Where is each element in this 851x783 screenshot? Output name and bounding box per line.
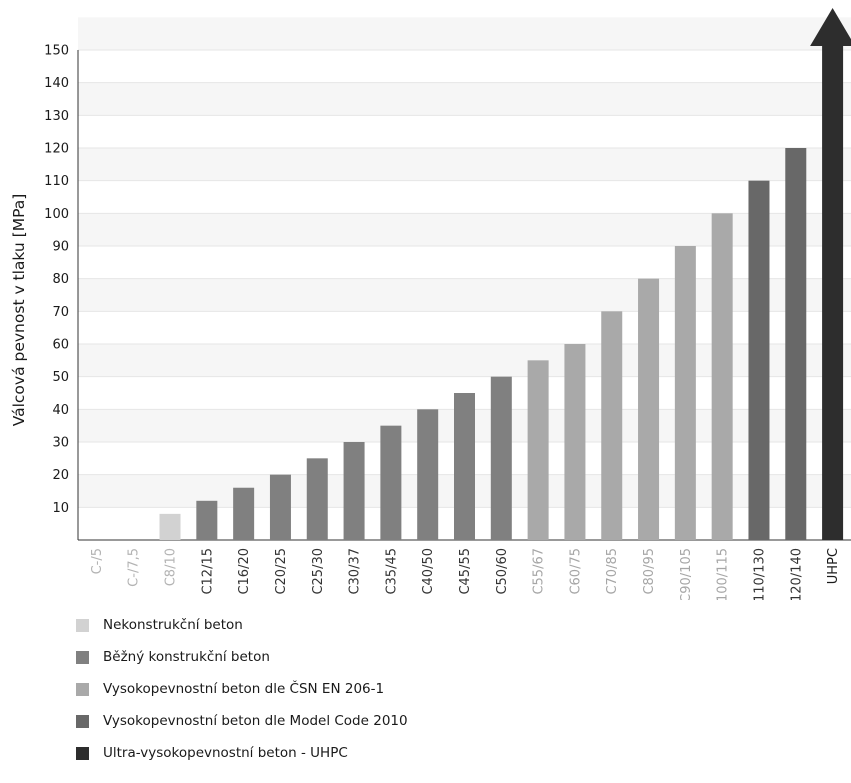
y-axis-title: Válcová pevnost v tlaku [MPa] [10, 194, 28, 427]
bar [711, 213, 733, 541]
grid-band [78, 213, 851, 246]
chart: 10 20 30 40 50 60 70 80 90 100 110 120 130 140 150 Válc… [10, 8, 851, 600]
grid-band [78, 344, 851, 377]
x-tick-label: C110/130 [752, 548, 767, 600]
x-tick-label: C30/37 [348, 548, 363, 595]
legend-item-structural: Běžný konstrukční beton [76, 641, 408, 673]
bar [417, 409, 439, 540]
y-tick-label: 40 [52, 403, 69, 418]
legend-swatch [76, 682, 89, 696]
x-tick-label: C25/30 [311, 548, 326, 595]
y-tick-label: 90 [52, 240, 69, 255]
bar [490, 376, 512, 540]
bar [159, 513, 181, 540]
x-tick-label: C120/140 [789, 548, 804, 600]
x-tick-label: C50/60 [495, 548, 510, 595]
y-tick-label: 50 [52, 370, 69, 385]
y-tick-label: 70 [52, 305, 69, 320]
bar [748, 180, 770, 540]
y-tick-label: 120 [44, 142, 69, 157]
bar [196, 500, 218, 540]
x-tick-label: C45/55 [458, 548, 473, 595]
x-tick-label: C90/105 [679, 548, 694, 600]
bar [601, 311, 623, 540]
y-tick-label: 20 [52, 468, 69, 483]
x-tick-label: C70/85 [605, 548, 620, 595]
y-tick-label: 140 [44, 76, 69, 91]
y-tick-label: 150 [44, 44, 69, 59]
x-tick-label: C35/45 [384, 548, 399, 595]
y-tick-label: 30 [52, 436, 69, 451]
bar [343, 442, 365, 540]
legend-label: Vysokopevnostní beton dle Model Code 201… [103, 713, 408, 729]
grid-band [78, 82, 851, 116]
legend-item-high-strength-mc: Vysokopevnostní beton dle Model Code 201… [76, 705, 408, 737]
x-tick-label: C20/25 [274, 548, 289, 595]
grid-band [78, 148, 851, 181]
legend-label: Nekonstrukční beton [103, 617, 243, 633]
bar [269, 474, 291, 540]
legend: Nekonstrukční beton Běžný konstrukční be… [76, 609, 408, 769]
y-tick-label: 110 [44, 174, 69, 189]
legend-swatch [76, 714, 89, 728]
x-tick-label: C8/10 [164, 548, 179, 586]
y-tick-label: 100 [44, 207, 69, 222]
y-tick-label: 130 [44, 109, 69, 124]
legend-item-uhpc: Ultra-vysokopevnostní beton - UHPC [76, 737, 408, 769]
uhpc-arrow [810, 8, 851, 540]
legend-label: Ultra-vysokopevnostní beton - UHPC [103, 745, 348, 761]
grid-band [78, 17, 851, 50]
legend-item-high-strength-en: Vysokopevnostní beton dle ČSN EN 206-1 [76, 673, 408, 705]
x-tick-label: C16/20 [237, 548, 252, 595]
x-tick-label: C-/5 [90, 548, 105, 574]
bar [233, 487, 255, 540]
y-tick-label: 10 [52, 501, 69, 516]
bar [785, 148, 807, 540]
x-tick-label: C100/115 [716, 548, 731, 600]
x-tick-label: C-/7,5 [127, 548, 142, 587]
bar [564, 344, 586, 540]
legend-item-nonstructural: Nekonstrukční beton [76, 609, 408, 641]
grid-band [78, 278, 851, 312]
bar [527, 360, 549, 540]
x-tick-label: C40/50 [421, 548, 436, 595]
x-tick-label: C60/75 [568, 548, 583, 595]
x-tick-label: UHPC [826, 548, 841, 584]
y-tick-label: 80 [52, 272, 69, 287]
bar [306, 458, 328, 540]
bar [454, 393, 475, 540]
y-tick-label: 60 [52, 338, 69, 353]
legend-swatch [76, 650, 89, 664]
legend-label: Vysokopevnostní beton dle ČSN EN 206-1 [103, 681, 385, 697]
legend-swatch [76, 618, 89, 632]
bar [638, 278, 660, 540]
x-tick-label: C80/95 [642, 548, 657, 595]
x-tick-label: C12/15 [200, 548, 215, 595]
legend-swatch [76, 746, 89, 760]
bar [380, 425, 402, 540]
x-tick-label: C55/67 [532, 548, 547, 595]
bar [674, 246, 696, 540]
legend-label: Běžný konstrukční beton [103, 649, 270, 665]
